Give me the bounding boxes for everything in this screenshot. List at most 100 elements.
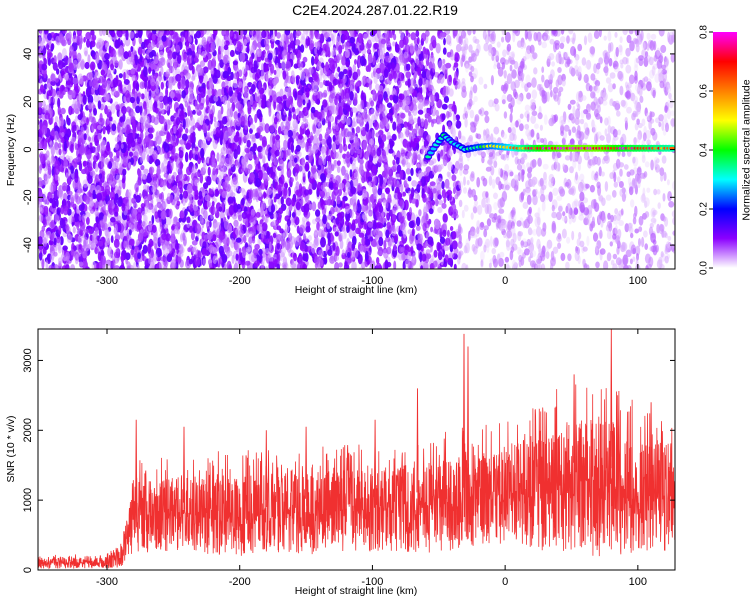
spectrogram-cell <box>70 143 74 153</box>
spectrogram-cell <box>271 220 277 226</box>
spectrogram-cell <box>131 75 135 82</box>
spectrogram-cell <box>327 188 332 196</box>
spectrogram-cell <box>264 123 270 134</box>
spectrogram-cell <box>213 116 217 123</box>
spectrogram-cell <box>375 262 382 269</box>
spectrogram-cell <box>158 57 165 63</box>
spectrogram-cell <box>302 56 308 63</box>
spectrogram-cell <box>403 199 409 211</box>
spectrogram-cell <box>232 60 238 66</box>
spectrogram-cell <box>206 175 212 186</box>
spectrogram-cell <box>325 41 329 51</box>
spectrogram-cell <box>82 179 89 188</box>
spectrogram-cell <box>191 240 198 246</box>
spectrogram-cell <box>368 81 372 91</box>
spectrogram-cell <box>272 166 277 172</box>
spectrogram-cell <box>74 142 78 151</box>
spectrogram-cell <box>94 227 99 236</box>
spectrogram-cell <box>212 234 217 242</box>
spectrogram-cell <box>241 197 245 206</box>
spectrogram-cell <box>84 61 90 70</box>
spectrogram-cell <box>247 82 253 88</box>
spectrogram-cell <box>142 219 149 227</box>
spectrogram-cell <box>301 33 305 40</box>
spectrogram-cell <box>144 78 148 90</box>
spectrogram-cell <box>389 94 394 101</box>
spectrogram-cell <box>255 211 261 218</box>
spectrogram-cell <box>141 220 146 227</box>
spectrogram-cell <box>310 106 316 114</box>
spectrogram-cell <box>163 157 167 165</box>
spectrogram-cell <box>81 202 85 211</box>
spectrogram-cell <box>91 261 96 269</box>
spectrogram-cell <box>38 236 43 246</box>
spectrogram-cell <box>105 42 110 51</box>
spectrogram-cell <box>83 36 86 43</box>
spectrogram-cell <box>158 260 165 269</box>
spectrogram-cell <box>186 139 192 149</box>
spectrogram-cell <box>57 242 62 251</box>
spectrogram-cell <box>395 151 402 158</box>
spectrogram-cell <box>422 222 427 232</box>
spectrogram-cell <box>290 52 296 61</box>
spectrogram-cell <box>316 98 321 105</box>
spectrogram-cell <box>374 121 379 130</box>
spectrogram-cell <box>70 76 74 86</box>
spectrogram-cell <box>172 184 178 194</box>
spectrogram-cell <box>359 245 365 253</box>
spectrogram-cell <box>113 265 120 269</box>
spectrogram-cell <box>47 57 52 66</box>
spectrogram-cell <box>367 54 374 64</box>
spectrogram-cell <box>75 115 78 122</box>
spectrogram-cell <box>50 43 55 51</box>
spectrogram-cell <box>292 119 299 130</box>
spectrogram-cell <box>126 244 132 250</box>
spectrogram-cell <box>208 81 214 89</box>
spectrogram-cell <box>420 118 425 128</box>
spectrogram-cell <box>207 166 211 176</box>
spectrogram-cell <box>38 180 43 188</box>
spectrogram-cell <box>285 97 289 108</box>
spectrogram-cell <box>105 157 109 165</box>
spectrogram-cell <box>88 112 93 120</box>
spectrogram-cell <box>42 197 49 206</box>
spectrogram-cell <box>130 111 136 117</box>
spectrogram-cell <box>309 183 313 190</box>
spectrogram-cell <box>185 79 190 90</box>
spectrogram-cell <box>97 125 102 130</box>
spectrogram-cell <box>58 148 62 156</box>
spectrogram-cell <box>173 153 180 160</box>
spectrogram-cell <box>144 205 148 215</box>
spectrogram-cell <box>283 229 288 238</box>
spectrogram-cell <box>180 243 183 254</box>
spectrogram-cell <box>270 34 276 42</box>
spectrogram-cell <box>178 217 182 223</box>
spectrogram-cell <box>93 239 98 245</box>
spectrogram-cell <box>261 30 267 39</box>
spectrogram-cell <box>111 123 117 132</box>
spectrogram-cell <box>125 69 130 79</box>
spectrogram-cell <box>143 196 149 204</box>
spectrogram-cell <box>295 76 300 86</box>
spectrogram-cell <box>156 165 161 175</box>
spectrogram-cell <box>298 183 303 194</box>
spectrogram-cell <box>269 95 273 103</box>
spectrogram-cell <box>84 245 90 252</box>
spectrogram-cell <box>140 203 146 209</box>
spectrogram-cell <box>76 189 81 196</box>
spectrogram-cell <box>245 246 252 253</box>
spectrogram-cell <box>378 155 382 164</box>
spectrogram-cell <box>122 113 126 123</box>
spectrogram-cell <box>168 101 173 109</box>
spectrogram-cell <box>163 153 168 162</box>
spectrogram-cell <box>135 105 141 114</box>
chart-title: C2E4.2024.287.01.22.R19 <box>292 2 458 18</box>
spectrogram-cell <box>108 180 113 186</box>
spectrogram-cell <box>75 205 79 215</box>
spectrogram-cell <box>171 225 175 231</box>
spectrogram-cell <box>326 30 332 36</box>
spectrogram-cell <box>349 91 354 101</box>
spectrogram-cell <box>105 260 111 269</box>
spectrogram-cell <box>391 207 396 214</box>
spectrogram-cell <box>297 150 302 158</box>
